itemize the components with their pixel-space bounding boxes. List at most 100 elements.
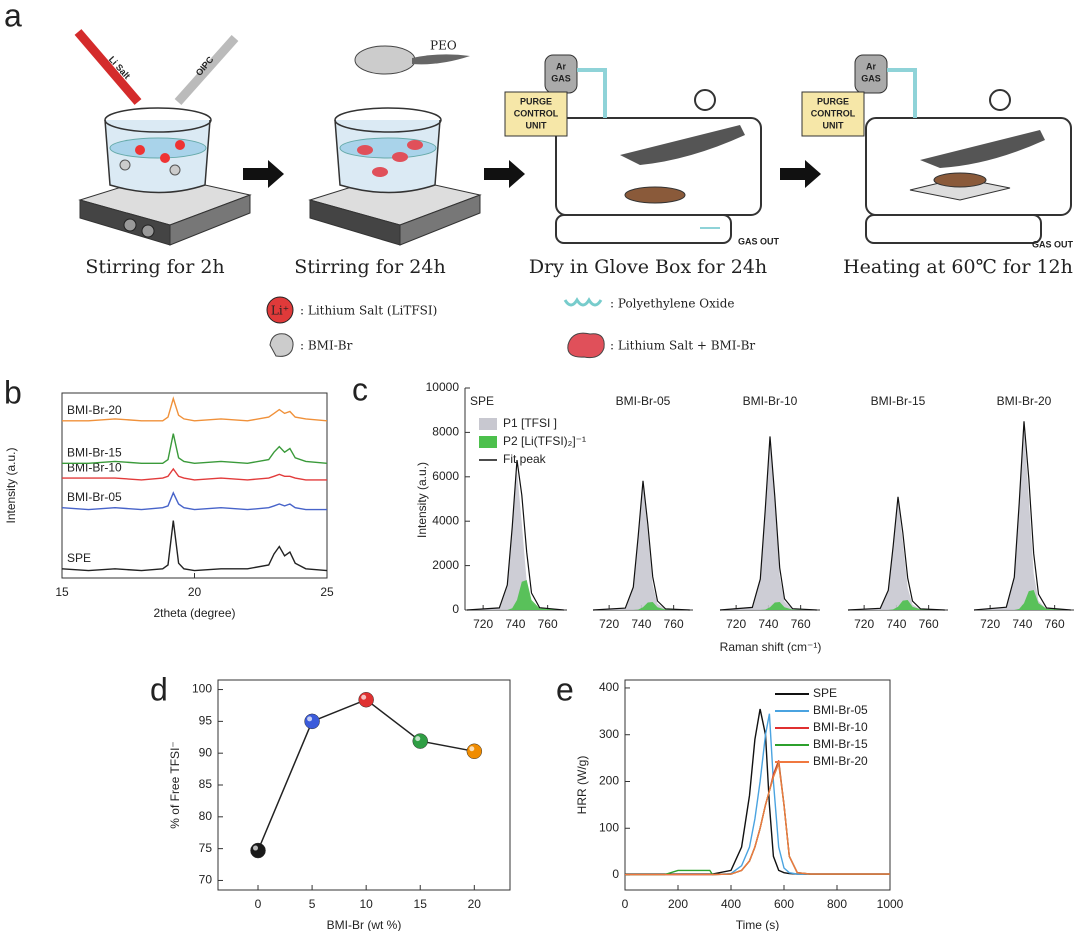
x-tick-label: 25	[320, 585, 334, 599]
x-axis-label: Raman shift (cm⁻¹)	[720, 640, 822, 654]
x-axis-label: BMI-Br (wt %)	[327, 918, 402, 931]
x-axis-label: 2theta (degree)	[153, 606, 235, 620]
x-tick-label: 720	[599, 617, 619, 631]
line	[625, 760, 890, 876]
series-label: BMI-Br-20	[67, 403, 122, 417]
highlight	[307, 716, 313, 722]
area	[848, 500, 945, 610]
step-label: Heating at 60℃ for 12h	[843, 256, 1073, 278]
y-tick-label: 10000	[426, 380, 460, 394]
legend-label: SPE	[813, 686, 837, 700]
y-tick-label: 70	[199, 873, 213, 887]
legend-icon	[269, 333, 294, 357]
x-tick-label: 10	[359, 897, 373, 911]
legend-label: BMI-Br-15	[813, 737, 868, 751]
area	[974, 428, 1071, 610]
line	[847, 496, 945, 611]
legend-label: BMI-Br-20	[813, 754, 868, 768]
y-axis-label: Intensity (a.u.)	[4, 447, 18, 523]
line	[625, 762, 890, 876]
y-axis-label: Intensity (a.u.)	[415, 462, 429, 538]
tag: GAS OUT	[738, 236, 780, 246]
tag: UNIT	[823, 120, 844, 130]
panel-title: BMI-Br-05	[616, 394, 671, 408]
legend-swatch	[479, 418, 497, 430]
legend-label: BMI-Br-05	[813, 703, 868, 717]
x-tick-label: 740	[505, 617, 525, 631]
scheme: a Li Salt OIPC	[4, 0, 1074, 359]
line	[466, 460, 564, 611]
legend-text: : Lithium Salt (LiTFSI)	[300, 304, 437, 318]
y-tick-label: 100	[599, 820, 619, 834]
x-tick-label: 15	[55, 585, 69, 599]
x-tick-label: 760	[1045, 617, 1065, 631]
highlight	[253, 845, 259, 851]
plot-frame	[624, 679, 891, 891]
y-tick-label: 300	[599, 727, 619, 741]
x-tick-label: 760	[538, 617, 558, 631]
line	[62, 396, 328, 422]
dropper	[74, 29, 239, 105]
point	[466, 743, 483, 760]
step-label: Stirring for 2h	[85, 256, 224, 278]
legend-text: : BMI-Br	[300, 339, 353, 353]
x-tick-label: 740	[1012, 617, 1032, 631]
panel-title: BMI-Br-15	[871, 394, 926, 408]
x-tick-label: 760	[664, 617, 684, 631]
highlight	[361, 694, 367, 700]
tag: GAS	[551, 73, 571, 83]
x-tick-label: 20	[188, 585, 202, 599]
x-tick-label: 20	[468, 897, 482, 911]
tag: UNIT	[526, 120, 547, 130]
area	[848, 600, 945, 610]
x-tick-label: 720	[854, 617, 874, 631]
area	[467, 470, 564, 610]
spoon	[354, 45, 470, 75]
highlight	[415, 736, 421, 742]
x-tick-label: 15	[414, 897, 428, 911]
y-tick-label: 4000	[432, 513, 459, 527]
x-tick-label: 0	[622, 897, 629, 911]
tag: CONTROL	[811, 108, 856, 118]
arrow	[243, 160, 821, 188]
x-tick-label: 720	[980, 617, 1000, 631]
tag: PURGE	[817, 96, 849, 106]
x-tick-label: 400	[721, 897, 741, 911]
panel-letter: d	[150, 671, 168, 707]
y-tick-label: 90	[199, 745, 213, 759]
y-axis-label: % of Free TFSI⁻	[168, 741, 182, 828]
x-axis-label: Time (s)	[736, 918, 780, 931]
y-tick-label: 200	[599, 774, 619, 788]
series-label: BMI-Br-05	[67, 490, 122, 504]
x-tick-label: 740	[886, 617, 906, 631]
legend-text: : Lithium Salt + BMI-Br	[610, 339, 755, 353]
y-tick-label: 80	[199, 809, 213, 823]
x-tick-label: 740	[631, 617, 651, 631]
legend-label: BMI-Br-10	[813, 720, 868, 734]
x-tick-label: 0	[255, 897, 262, 911]
y-tick-label: 85	[199, 777, 213, 791]
legend-icon	[563, 297, 603, 307]
area	[593, 602, 690, 610]
step-label: Stirring for 24h	[294, 256, 445, 278]
x-tick-label: 1000	[877, 897, 904, 911]
x-tick-label: 760	[919, 617, 939, 631]
hotplate	[308, 107, 482, 246]
panel-letter: c	[352, 371, 368, 407]
panel-letter: e	[556, 671, 574, 707]
step-label: Dry in Glove Box for 24h	[529, 256, 767, 278]
area	[593, 483, 690, 610]
point	[358, 691, 374, 708]
y-axis-label: HRR (W/g)	[575, 756, 589, 815]
line	[719, 436, 817, 611]
tag: Ar	[866, 61, 876, 71]
line	[61, 491, 327, 511]
panel-title: SPE	[470, 394, 494, 408]
y-tick-label: 8000	[432, 425, 459, 439]
tag: Ar	[556, 61, 566, 71]
y-tick-label: 95	[199, 714, 213, 728]
area	[720, 439, 817, 610]
tag: GAS OUT	[1032, 239, 1074, 249]
y-tick-label: 400	[599, 680, 619, 694]
